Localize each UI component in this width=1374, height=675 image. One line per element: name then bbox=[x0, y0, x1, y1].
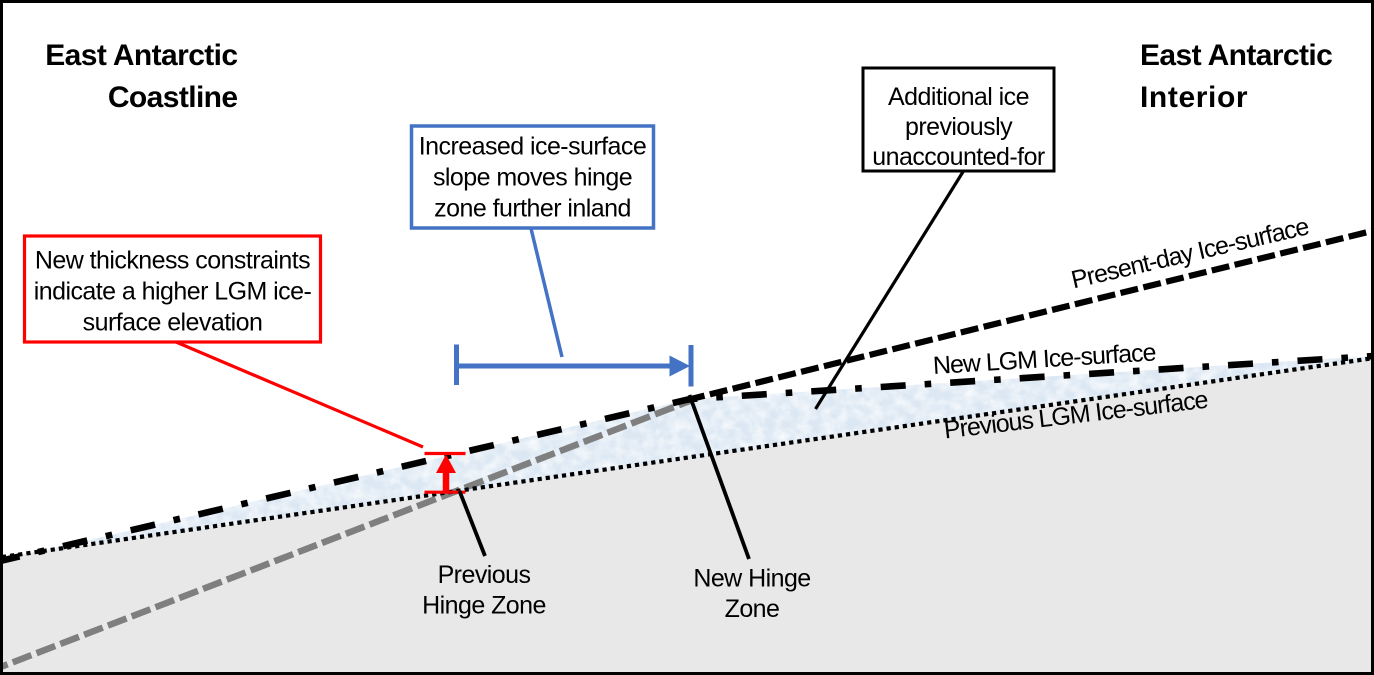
svg-text:Previous: Previous bbox=[438, 561, 531, 589]
svg-text:Zone: Zone bbox=[725, 595, 780, 623]
svg-text:New thickness constraints: New thickness constraints bbox=[35, 247, 310, 275]
svg-text:Increased ice-surface: Increased ice-surface bbox=[419, 133, 646, 161]
svg-text:East Antarctic: East Antarctic bbox=[45, 39, 237, 72]
svg-text:zone further inland: zone further inland bbox=[434, 195, 631, 223]
svg-text:Additional ice: Additional ice bbox=[888, 83, 1029, 111]
svg-text:indicate a higher LGM ice-: indicate a higher LGM ice- bbox=[34, 278, 312, 306]
svg-text:unaccounted-for: unaccounted-for bbox=[872, 143, 1045, 171]
svg-text:slope moves hinge: slope moves hinge bbox=[433, 164, 632, 192]
svg-text:East Antarctic: East Antarctic bbox=[1140, 39, 1332, 72]
svg-text:Coastline: Coastline bbox=[108, 81, 238, 114]
svg-text:New Hinge: New Hinge bbox=[693, 565, 810, 593]
svg-text:surface elevation: surface elevation bbox=[83, 309, 263, 337]
svg-text:Hinge Zone: Hinge Zone bbox=[422, 592, 546, 620]
svg-text:Interior: Interior bbox=[1140, 81, 1248, 114]
svg-text:previously: previously bbox=[905, 113, 1013, 141]
